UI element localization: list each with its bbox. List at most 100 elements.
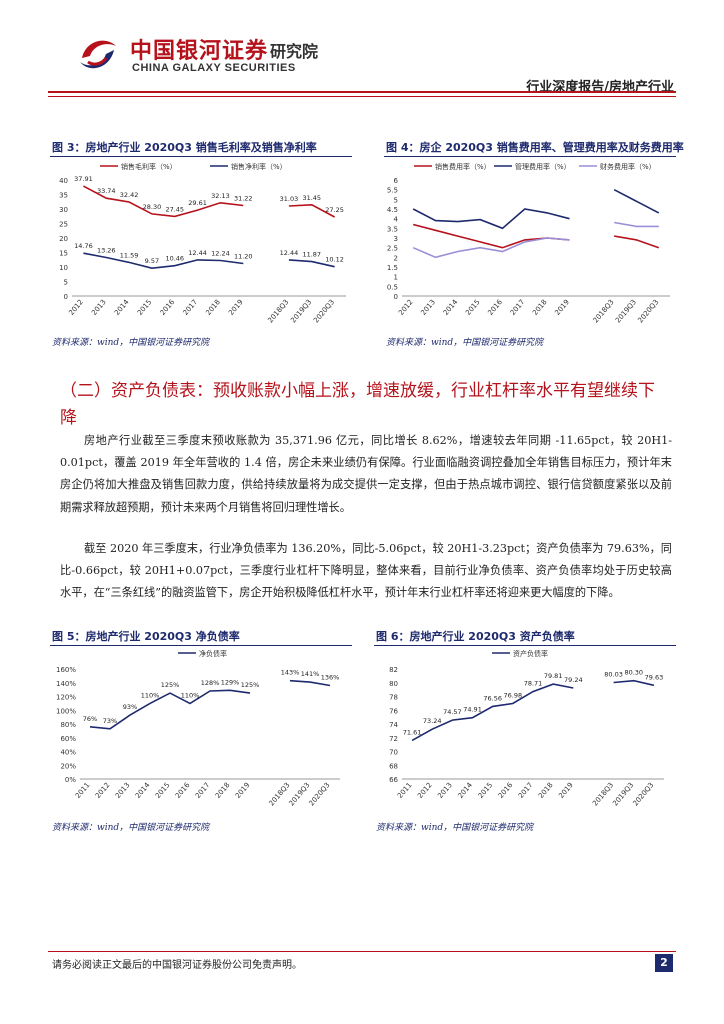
fig3-y-tick: 35 (59, 192, 68, 200)
fig6-source: 资料来源：wind，中国银河证券研究院 (376, 823, 534, 833)
fig5-title: 图 5：房地产行业 2020Q3 净负债率 (52, 630, 240, 643)
fig4-x-tick: 2015 (464, 298, 482, 317)
fig3-series-line (83, 252, 244, 270)
fig6-data-label: 74.57 (443, 708, 462, 716)
footer-disclaimer: 请务必阅读正文最后的中国银河证券股份公司免责声明。 (52, 960, 302, 971)
fig4-x-tick: 2016 (486, 298, 504, 317)
fig6-y-tick: 80 (389, 680, 398, 688)
fig5-data-label: 136% (321, 674, 340, 682)
fig5-rule (50, 645, 352, 646)
galaxy-logo-icon (74, 30, 122, 78)
fig6-x-tick: 2012 (416, 781, 434, 800)
fig4-series-line (614, 235, 660, 249)
fig3-x-tick: 2020Q3 (312, 298, 336, 324)
header-divider-thin (48, 96, 676, 97)
fig5-y-tick: 140% (56, 680, 76, 688)
fig5-data-label: 76% (83, 715, 97, 723)
fig5-series-line (289, 679, 331, 687)
fig3-data-label: 12.44 (188, 249, 207, 257)
fig3-series-line (288, 259, 335, 268)
fig3-data-label: 32.13 (211, 192, 230, 200)
fig3-data-label: 10.46 (165, 255, 184, 263)
fig4-title: 图 4：房企 2020Q3 销售费用率、管理费用率及财务费用率 (386, 141, 684, 154)
fig3-chart: 0 5 10 15 20 25 30 35 40 2012 2013 2014 2015 2016 2017… (59, 162, 346, 325)
fig3-data-label: 28.30 (143, 203, 162, 211)
fig3-data-label: 27.25 (325, 206, 344, 214)
fig3-y-tick: 25 (59, 221, 68, 229)
fig6-x-tick: 2015 (477, 781, 495, 800)
fig6-y-tick: 74 (389, 721, 398, 729)
fig5-source: 资料来源：wind，中国银河证券研究院 (52, 823, 210, 833)
fig5-data-label: 125% (241, 681, 260, 689)
fig6-data-label: 79.81 (544, 672, 563, 680)
fig6-data-label: 80.03 (604, 671, 623, 679)
fig5-data-label: 141% (301, 670, 320, 678)
logo-suffix: 研究院 (270, 42, 319, 61)
fig3-y-tick: 0 (64, 293, 68, 301)
header-divider (48, 91, 676, 93)
fig4-series-line (614, 221, 659, 228)
fig6-y-tick: 82 (389, 666, 398, 674)
fig3-x-tick: 2012 (67, 298, 85, 317)
fig6-y-tick: 78 (389, 694, 398, 702)
fig4-y-tick: 4 (394, 216, 399, 224)
fig5-legend-label: 净负债率 (199, 649, 227, 658)
fig3-x-tick: 2015 (136, 298, 154, 317)
fig5-data-label: 128% (201, 679, 220, 687)
fig6-legend-label: 资产负债率 (513, 649, 548, 658)
fig4-series-line (412, 208, 570, 230)
fig3-data-label: 10.12 (325, 256, 344, 264)
fig3-source: 资料来源：wind，中国银河证券研究院 (52, 338, 210, 348)
fig6-series-line (613, 679, 655, 687)
fig4-x-tick: 2012 (397, 298, 415, 317)
fig5-x-tick: 2016 (174, 781, 192, 800)
fig4-y-tick: 3.5 (387, 225, 398, 233)
fig3-data-label: 11.20 (234, 253, 253, 261)
fig6-x-tick: 2013 (436, 781, 454, 800)
fig5-x-tick: 2017 (194, 781, 212, 800)
fig5-y-tick: 60% (60, 735, 76, 743)
fig4-source: 资料来源：wind，中国银河证券研究院 (386, 338, 544, 348)
fig5-y-tick: 160% (56, 666, 76, 674)
fig3-y-tick: 20 (59, 235, 68, 243)
fig4-x-tick: 2020Q3 (636, 298, 660, 324)
fig5-data-label: 143% (281, 669, 300, 677)
paragraph-2: 截至 2020 年三季度末，行业净负债率为 136.20%，同比-5.06pct… (60, 538, 672, 605)
fig3-y-tick: 15 (59, 250, 68, 258)
fig5-y-tick: 0% (65, 776, 76, 784)
fig6-data-label: 76.98 (504, 692, 523, 700)
fig3-x-tick: 2016 (159, 298, 177, 317)
fig5-y-tick: 100% (56, 707, 76, 715)
fig3-data-label: 31.45 (302, 194, 321, 202)
fig3-legend-label: 销售净利率（%） (231, 162, 287, 171)
fig6-x-tick: 2016 (497, 781, 515, 800)
fig5-data-label: 125% (161, 681, 180, 689)
fig3-data-label: 31.22 (234, 194, 253, 202)
fig3-legend-label: 销售毛利率（%） (121, 162, 177, 171)
fig6-data-label: 79.63 (645, 673, 664, 681)
paragraph-2-text: 截至 2020 年三季度末，行业净负债率为 136.20%，同比-5.06pct… (60, 542, 672, 600)
section-title: （二）资产负债表：预收账款小幅上涨，增速放缓，行业杠杆率水平有望继续下降 (60, 381, 655, 428)
fig6-series-line (411, 683, 574, 742)
fig5-y-tick: 20% (60, 762, 76, 770)
fig4-legend-label: 销售费用率（%） (435, 162, 491, 171)
fig6-y-tick: 68 (389, 762, 398, 770)
footer-divider (48, 951, 676, 952)
fig6-data-label: 71.61 (403, 728, 422, 736)
fig5-x-tick: 2013 (114, 781, 132, 800)
fig3-data-label: 29.61 (188, 199, 207, 207)
fig6-y-tick: 66 (389, 776, 398, 784)
fig5-series-line (89, 689, 251, 730)
fig5-y-tick: 120% (56, 694, 76, 702)
fig4-y-tick: 5 (394, 196, 398, 204)
fig6-x-tick: 2019 (557, 781, 575, 800)
fig4-x-tick: 2019Q3 (614, 298, 638, 324)
fig4-rule (384, 156, 676, 157)
fig4-x-tick: 2019 (553, 298, 571, 317)
fig3-series-line (83, 185, 244, 218)
fig5-x-tick: 2012 (94, 781, 112, 800)
fig4-x-tick: 2014 (442, 298, 460, 317)
fig4-x-tick: 2013 (419, 298, 437, 317)
fig4-x-tick: 2017 (509, 298, 527, 317)
